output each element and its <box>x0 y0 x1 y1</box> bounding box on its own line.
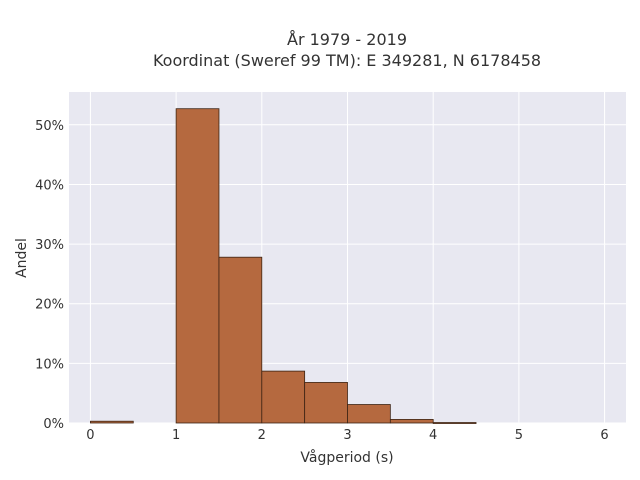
y-tick-label: 0% <box>43 417 64 432</box>
x-axis-title: Vågperiod (s) <box>300 449 393 466</box>
y-axis-title: Andel <box>14 238 30 278</box>
chart-title-line2: Koordinat (Sweref 99 TM): E 349281, N 61… <box>153 51 541 70</box>
y-tick-label: 20% <box>35 298 64 313</box>
x-tick-label: 6 <box>600 428 608 443</box>
y-tick-label: 10% <box>35 357 64 372</box>
histogram-bar <box>347 404 391 424</box>
x-tick-label: 3 <box>343 428 351 443</box>
histogram-bar <box>304 382 348 424</box>
y-tick-label: 50% <box>35 119 64 134</box>
y-tick-label: 30% <box>35 238 64 253</box>
histogram-bar <box>432 422 477 424</box>
chart-title-line1: År 1979 - 2019 <box>287 30 407 49</box>
histogram-bar <box>175 108 220 424</box>
x-axis-ticks: 0 1 2 3 4 5 6 <box>86 428 608 443</box>
x-tick-label: 2 <box>258 428 266 443</box>
x-tick-label: 5 <box>515 428 523 443</box>
x-tick-label: 4 <box>429 428 437 443</box>
y-axis-ticks: 0% 10% 20% 30% 40% 50% <box>35 119 64 432</box>
histogram-bar <box>261 370 306 424</box>
y-tick-label: 40% <box>35 178 64 193</box>
histogram-bar <box>389 419 434 424</box>
x-tick-label: 1 <box>172 428 180 443</box>
histogram-bar <box>218 256 263 424</box>
histogram-bar <box>90 420 134 424</box>
x-tick-label: 0 <box>86 428 94 443</box>
histogram-bars <box>90 108 477 424</box>
